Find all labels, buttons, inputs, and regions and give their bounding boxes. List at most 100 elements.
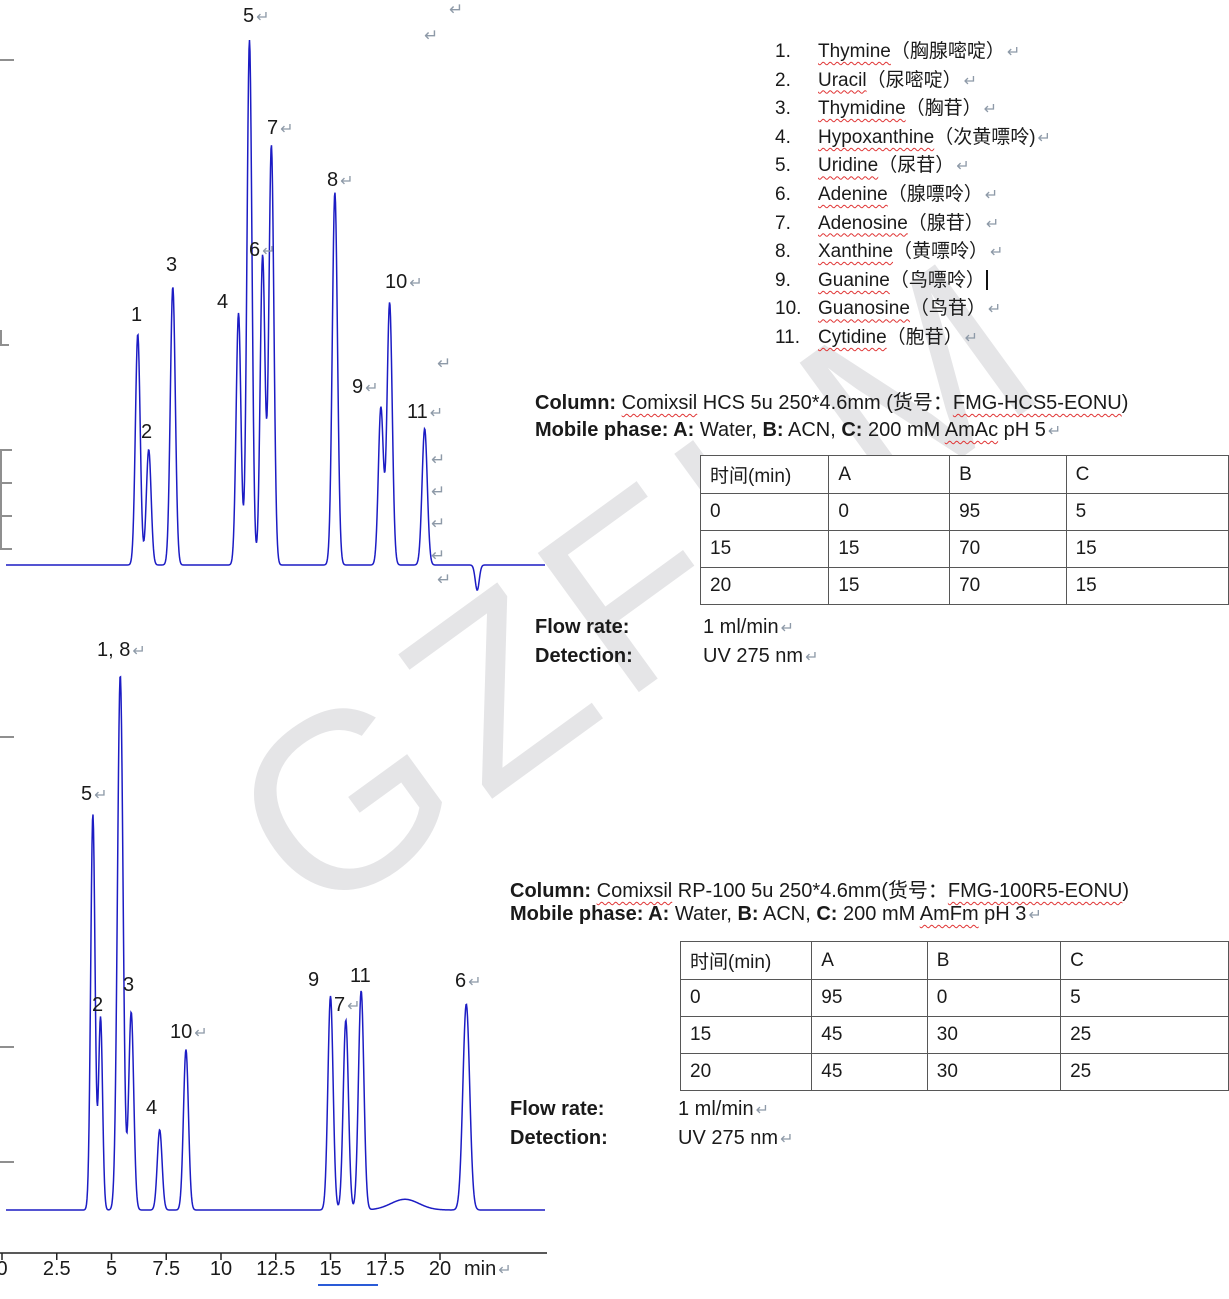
- cell-time: 0: [699, 493, 830, 531]
- header-time: 时间(min): [679, 941, 813, 980]
- peak-label-11: 11 ↵: [407, 401, 443, 424]
- paragraph-mark-icon: ↵: [449, 0, 464, 19]
- column-brand: Comixsil: [621, 392, 698, 414]
- peak-number: 10: [385, 271, 408, 293]
- paragraph-mark-icon: ↵: [262, 243, 276, 260]
- axis-tick-label: 15: [319, 1258, 342, 1280]
- compound-name: Thymidine: [818, 98, 906, 120]
- compound-name-cn: （次黄嘌呤): [934, 126, 1036, 148]
- column-desc-end: ): [1122, 880, 1130, 902]
- solvent-b-label: B:: [737, 903, 759, 925]
- paragraph-mark-icon: ↵: [963, 72, 977, 90]
- header-b: B: [926, 941, 1062, 980]
- axis-unit-label: min ↵: [464, 1258, 512, 1281]
- axis-fragment: [0, 482, 12, 484]
- paragraph-mark-icon: ↵: [437, 354, 452, 373]
- solvent-a-value: Water,: [669, 903, 738, 925]
- peak-number: 9: [352, 376, 364, 398]
- list-item: 11. Cytidine（胞苷） ↵: [775, 322, 1051, 351]
- paragraph-mark-icon: ↵: [468, 974, 482, 991]
- mobile-phase-line-2: Mobile phase: A: Water, B: ACN, C: 200 m…: [510, 903, 1042, 926]
- header-time: 时间(min): [699, 455, 830, 494]
- table-row: 15 45 30 25: [679, 1016, 1229, 1054]
- header-c: C: [1060, 941, 1229, 980]
- list-item: 4. Hypoxanthine（次黄嘌呤) ↵: [775, 122, 1051, 151]
- cell-time: 0: [679, 979, 813, 1017]
- peak-number: 2: [141, 421, 153, 443]
- paragraph-mark-icon: ↵: [431, 546, 446, 565]
- compound-name: Uridine: [818, 155, 879, 177]
- solvent-a-value: Water,: [694, 419, 763, 441]
- cell-b: 70: [949, 530, 1067, 568]
- cell-b: 95: [949, 493, 1067, 531]
- underline-15: [318, 1284, 378, 1286]
- paragraph-mark-icon: ↵: [194, 1025, 208, 1042]
- table-header-row: 时间(min) A B C: [679, 941, 1229, 980]
- cell-time: 15: [699, 530, 830, 568]
- peak-number: 5: [81, 783, 93, 805]
- paragraph-mark-icon: ↵: [424, 26, 439, 45]
- paragraph-mark-icon: ↵: [256, 9, 270, 26]
- compound-name-cn: （尿苷）: [878, 155, 955, 177]
- mobile-phase-label: Mobile phase:: [535, 419, 674, 441]
- axis-tick-label: 12.5: [256, 1258, 296, 1280]
- cell-a: 15: [828, 567, 951, 605]
- compound-number: 5.: [775, 155, 791, 177]
- paragraph-mark-icon: ↵: [1047, 423, 1062, 440]
- compound-name-cn: （胞苷）: [886, 326, 963, 348]
- peak-number: 11: [407, 401, 428, 423]
- peak-number: 2: [92, 994, 104, 1016]
- axis-fragment: [0, 449, 2, 550]
- cell-a: 95: [811, 979, 928, 1017]
- paragraph-mark-icon: ↵: [983, 101, 998, 119]
- peak-number: 8: [327, 169, 339, 191]
- compound-name-cn: （腺苷）: [907, 212, 984, 234]
- axis-fragment: [0, 548, 12, 550]
- compound-name: Cytidine: [818, 326, 887, 348]
- column-brand: Comixsil: [596, 880, 673, 902]
- peak-label-2: 2: [141, 421, 152, 444]
- table-header-row: 时间(min) A B C: [699, 455, 1229, 494]
- compound-number: 2.: [775, 69, 791, 91]
- paragraph-mark-icon: ↵: [805, 649, 819, 666]
- header-a: A: [811, 941, 928, 980]
- solvent-c-ph: pH 3: [978, 903, 1027, 925]
- flow-rate-label: Flow rate:: [510, 1098, 605, 1120]
- peak-label-9: 9 ↵: [352, 376, 379, 399]
- cell-b: 0: [926, 979, 1062, 1017]
- axis-fragment: [0, 736, 14, 738]
- flow-rate-text: 1 ml/min: [678, 1098, 754, 1120]
- list-item: 3. Thymidine（胸苷） ↵: [775, 93, 1051, 122]
- list-item: 6. Adenine（腺嘌呤） ↵: [775, 179, 1051, 208]
- peak-label-6: 6 ↵: [249, 239, 276, 262]
- paragraph-mark-icon: ↵: [429, 405, 444, 422]
- paragraph-mark-icon: ↵: [956, 158, 970, 176]
- paragraph-mark-icon: ↵: [984, 186, 999, 204]
- text-cursor: [985, 269, 988, 290]
- compound-number: 4.: [775, 126, 791, 148]
- peak-number: 1, 8: [97, 639, 131, 661]
- column-desc: RP-100 5u 250*4.6mm(货号：: [672, 880, 948, 902]
- list-item: 5. Uridine（尿苷） ↵: [775, 150, 1051, 179]
- solvent-a-label: A:: [673, 419, 695, 441]
- compound-number: 6.: [775, 183, 791, 205]
- paragraph-mark-icon: ↵: [132, 643, 146, 660]
- paragraph-mark-icon: ↵: [340, 173, 354, 190]
- peak-number: 9: [308, 969, 320, 991]
- peak-number: 3: [166, 254, 178, 276]
- compound-name-cn: （黄嘌呤）: [893, 241, 989, 263]
- axis-fragment: [0, 59, 14, 61]
- paragraph-mark-icon: ↵: [755, 1102, 769, 1119]
- axis-fragment: [0, 515, 12, 517]
- paragraph-mark-icon: ↵: [365, 380, 379, 397]
- solvent-c-label: C:: [841, 419, 863, 441]
- solvent-c-value: 200 mM: [837, 903, 920, 925]
- column-line-2: Column: Comixsil RP-100 5u 250*4.6mm(货号：…: [510, 874, 1129, 903]
- peak-number: 7: [267, 117, 279, 139]
- peak-label-11b: 11: [350, 965, 371, 988]
- mobile-phase-line-1: Mobile phase: A: Water, B: ACN, C: 200 m…: [535, 419, 1061, 442]
- table-row: 15 15 70 15: [699, 530, 1229, 568]
- gradient-table-1: 时间(min) A B C 0 0 95 5 15 15 70 15 20 15…: [699, 455, 1229, 605]
- peak-label-8: 8 ↵: [327, 169, 354, 192]
